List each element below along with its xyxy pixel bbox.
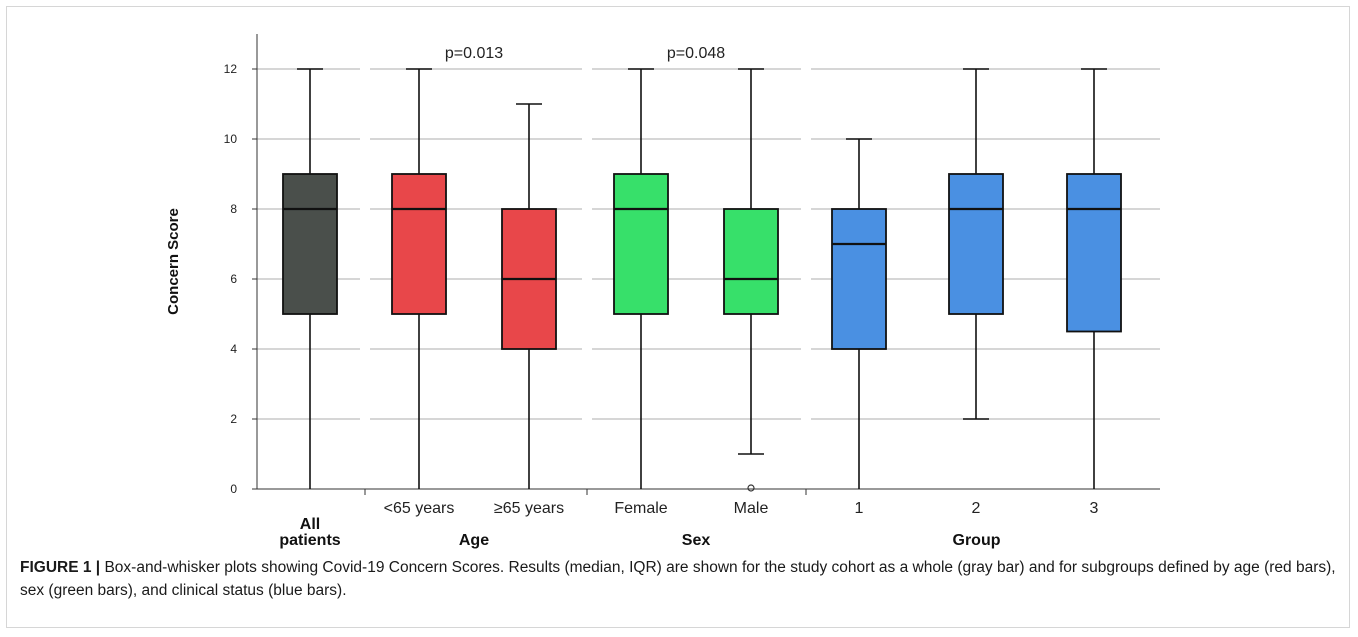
x-tick-label: 3 <box>1090 500 1099 517</box>
box <box>832 209 886 349</box>
p-value-label: p=0.048 <box>667 45 725 62</box>
group-separator <box>360 34 370 488</box>
caption-label: FIGURE 1 | <box>20 559 100 576</box>
y-tick-label: 12 <box>224 62 238 76</box>
y-tick-label: 0 <box>230 482 237 496</box>
p-value-label: p=0.013 <box>445 45 503 62</box>
box <box>392 174 446 314</box>
outlier-point <box>748 485 754 491</box>
x-tick-label: Female <box>614 500 667 517</box>
group-label: Sex <box>682 532 711 549</box>
boxes <box>283 69 1121 491</box>
x-tick-label: <65 years <box>384 500 455 517</box>
y-tick-label: 10 <box>224 132 238 146</box>
y-tick-label: 6 <box>230 272 237 286</box>
figure-caption: FIGURE 1 | Box-and-whisker plots showing… <box>20 556 1340 602</box>
caption-text: Box-and-whisker plots showing Covid-19 C… <box>20 559 1336 599</box>
group-label: All <box>300 516 320 533</box>
x-tick-label: ≥65 years <box>494 500 564 517</box>
group-separator <box>582 34 592 488</box>
group-label: Group <box>953 532 1001 549</box>
group-separator <box>801 34 811 488</box>
y-tick-label: 8 <box>230 202 237 216</box>
box <box>283 174 337 314</box>
y-axis-label: Concern Score <box>165 208 182 315</box>
y-tick-label: 2 <box>230 412 237 426</box>
x-tick-label: Male <box>734 500 769 517</box>
y-tick-label: 4 <box>230 342 237 356</box>
box <box>724 209 778 314</box>
box <box>949 174 1003 314</box>
x-tick-label: 2 <box>972 500 981 517</box>
axes <box>252 34 1160 495</box>
group-label: patients <box>279 532 340 549</box>
x-tick-label: 1 <box>855 500 864 517</box>
group-label: Age <box>459 532 489 549</box>
box <box>1067 174 1121 332</box>
box <box>614 174 668 314</box>
